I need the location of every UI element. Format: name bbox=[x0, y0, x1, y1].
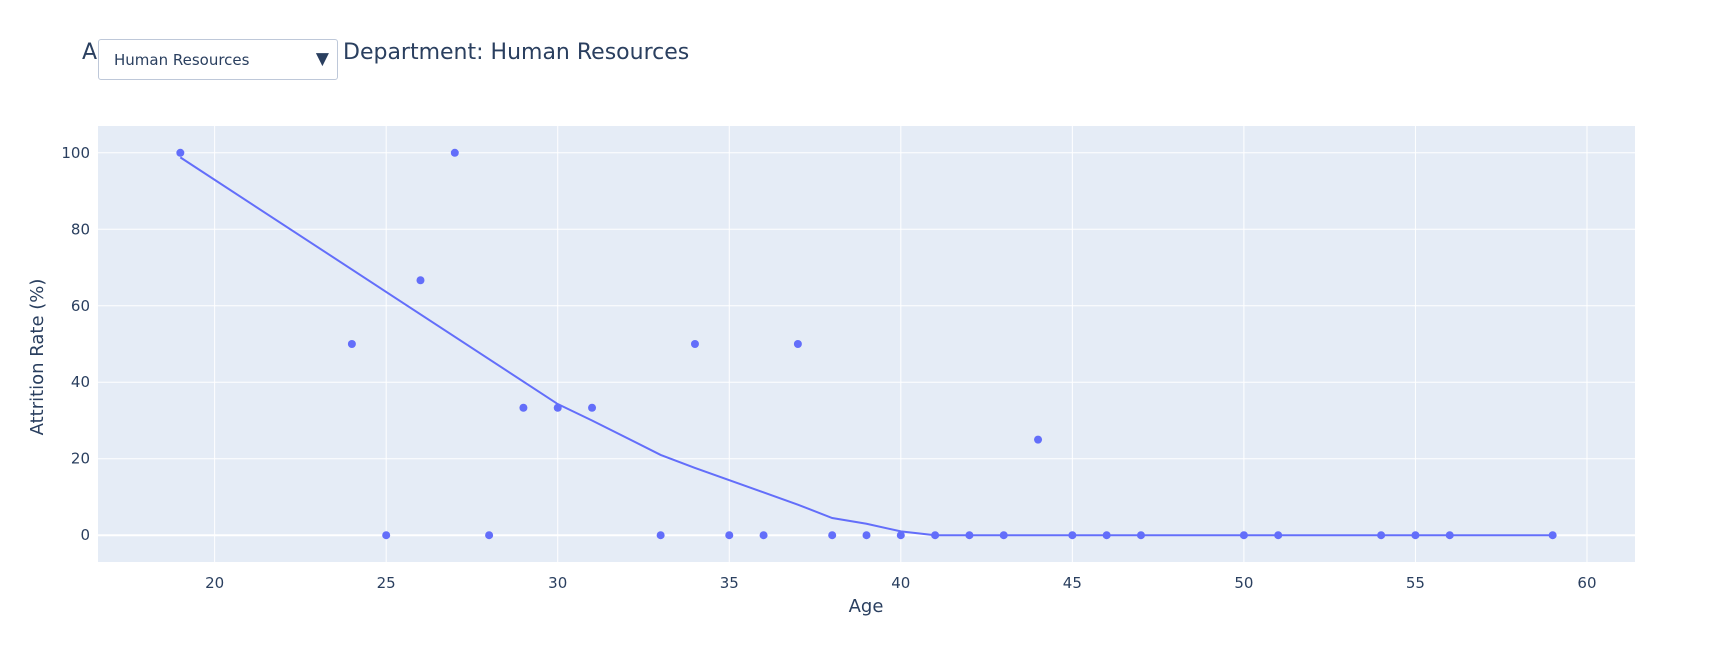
triangle-down-icon: ▼ bbox=[315, 49, 329, 69]
trend-line bbox=[179, 156, 1553, 537]
y-tick-label: 60 bbox=[71, 297, 90, 315]
plot-area bbox=[98, 126, 1635, 562]
scatter-point bbox=[347, 340, 356, 348]
x-tick-label: 45 bbox=[1063, 574, 1082, 592]
y-tick-label: 80 bbox=[71, 220, 90, 238]
scatter-point bbox=[690, 340, 699, 348]
scatter-point bbox=[1068, 531, 1077, 540]
x-tick-label: 50 bbox=[1234, 574, 1253, 592]
scatter-point bbox=[1034, 435, 1043, 444]
x-tick-label: 30 bbox=[548, 574, 567, 592]
chart-title: Department: Human Resources bbox=[343, 40, 690, 65]
scatter-point bbox=[965, 531, 974, 540]
x-tick-label: 20 bbox=[205, 574, 224, 592]
x-axis-label: Age bbox=[849, 596, 884, 617]
chart-title-prefix: A bbox=[82, 40, 98, 65]
scatter-point bbox=[588, 403, 597, 412]
x-tick-label: 55 bbox=[1406, 574, 1425, 592]
scatter-point bbox=[553, 403, 562, 412]
scatter-point bbox=[1445, 531, 1454, 540]
x-tick-labels: 20 25 30 35 40 45 50 55 60 bbox=[205, 574, 1596, 592]
scatter-point bbox=[1548, 531, 1557, 540]
scatter-point bbox=[725, 531, 734, 540]
scatter-point bbox=[896, 531, 905, 540]
scatter-point bbox=[1274, 531, 1283, 540]
scatter-point bbox=[1102, 531, 1111, 540]
x-tick-label: 40 bbox=[891, 574, 910, 592]
scatter-point bbox=[828, 531, 837, 540]
scatter-point bbox=[485, 531, 494, 540]
scatter-point bbox=[862, 531, 871, 540]
y-tick-label: 20 bbox=[71, 450, 90, 468]
x-tick-label: 60 bbox=[1577, 574, 1596, 592]
scatter-point bbox=[450, 148, 459, 157]
dropdown-selected-value: Human Resources bbox=[114, 51, 250, 69]
scatter-point bbox=[176, 148, 185, 157]
department-dropdown[interactable]: Human Resources ▼ bbox=[98, 39, 338, 80]
x-tick-label: 25 bbox=[377, 574, 396, 592]
scatter-point bbox=[656, 531, 665, 540]
scatter-point bbox=[1411, 531, 1420, 540]
scatter-points bbox=[176, 148, 1557, 540]
scatter-point bbox=[416, 276, 425, 285]
scatter-point bbox=[1377, 531, 1386, 540]
scatter-point bbox=[1239, 531, 1248, 540]
scatter-point bbox=[382, 531, 391, 540]
scatter-point bbox=[999, 531, 1008, 540]
scatter-point bbox=[793, 340, 802, 348]
y-tick-label: 40 bbox=[71, 373, 90, 391]
y-tick-label: 100 bbox=[61, 144, 90, 162]
y-tick-label: 0 bbox=[80, 526, 90, 544]
scatter-point bbox=[931, 531, 940, 540]
y-tick-labels: 0 20 40 60 80 100 bbox=[61, 144, 90, 544]
scatter-point bbox=[1136, 531, 1145, 540]
scatter-point bbox=[759, 531, 768, 540]
scatter-point bbox=[519, 403, 528, 412]
y-axis-label: Attrition Rate (%) bbox=[27, 279, 48, 436]
x-tick-label: 35 bbox=[720, 574, 739, 592]
